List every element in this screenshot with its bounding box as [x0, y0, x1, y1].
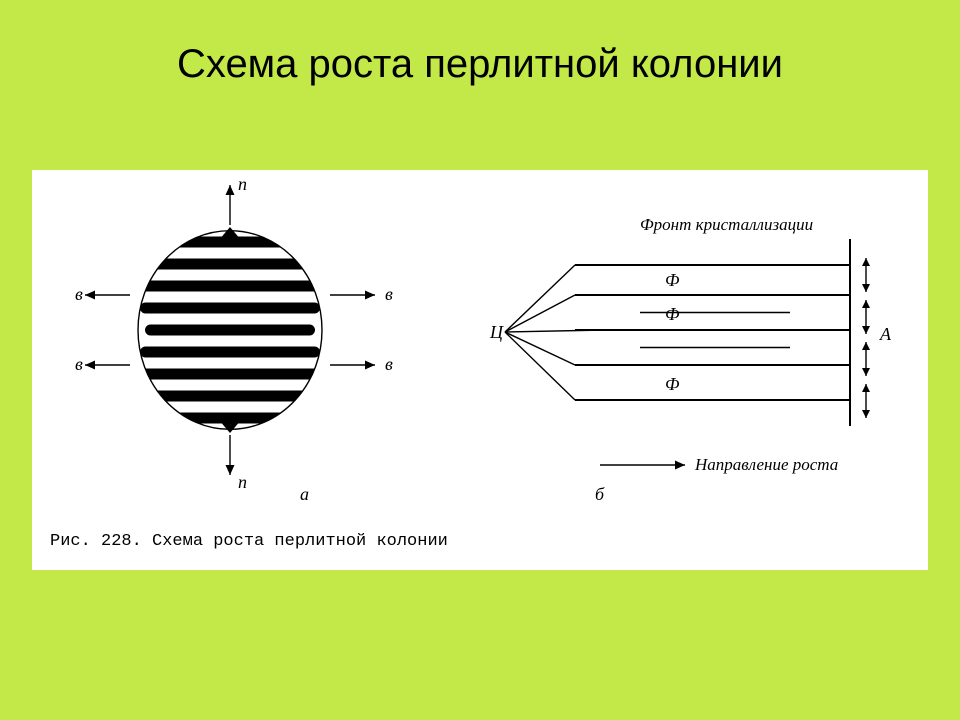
svg-text:Ц: Ц: [489, 322, 504, 342]
svg-text:п: п: [238, 472, 247, 492]
figure-panel: п п в в в в а Направление роста Фронт кристаллиз…: [32, 170, 928, 570]
svg-text:в: в: [75, 354, 83, 374]
svg-text:в: в: [385, 354, 393, 374]
svg-text:А: А: [879, 324, 892, 344]
svg-text:Ф: Ф: [665, 374, 680, 394]
svg-text:в: в: [385, 284, 393, 304]
svg-text:Фронт кристаллизации: Фронт кристаллизации: [640, 215, 813, 234]
svg-text:а: а: [300, 484, 309, 504]
svg-text:в: в: [75, 284, 83, 304]
figure-svg: п п в в в в а Направление роста Фронт кристаллиз…: [32, 170, 928, 570]
svg-text:п: п: [238, 174, 247, 194]
colony-sphere: [138, 215, 322, 446]
svg-text:Ф: Ф: [665, 270, 680, 290]
svg-text:Направление роста: Направление роста: [694, 455, 838, 474]
slide: Схема роста перлитной колонии п п в в в в а Нап…: [0, 0, 960, 720]
figure-caption: Рис. 228. Схема роста перлитной колонии: [50, 532, 448, 551]
slide-title: Схема роста перлитной колонии: [0, 42, 960, 87]
svg-text:Ф: Ф: [665, 304, 680, 324]
svg-text:б: б: [595, 484, 605, 504]
